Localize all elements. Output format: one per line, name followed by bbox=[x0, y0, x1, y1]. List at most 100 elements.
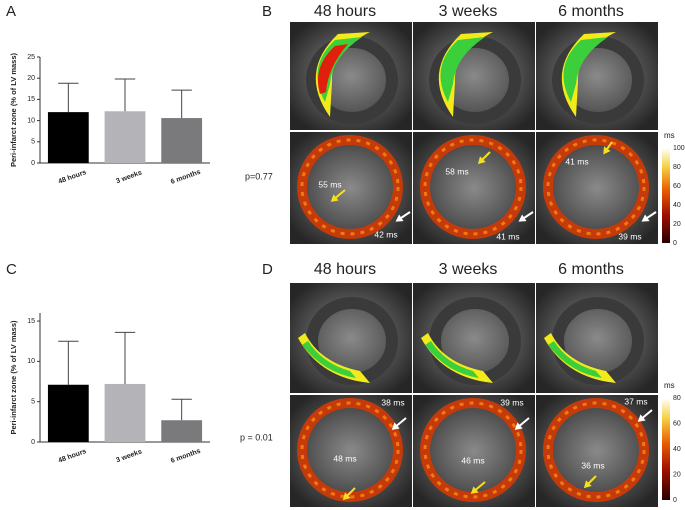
y-tick-label: 15 bbox=[27, 318, 35, 325]
annotation: 48 ms bbox=[333, 453, 356, 463]
annotation: 37 ms bbox=[624, 396, 647, 406]
bar bbox=[161, 118, 203, 163]
annotation: 46 ms bbox=[461, 455, 484, 465]
arrow-head bbox=[641, 214, 650, 222]
x-tick-label: 3 weeks bbox=[115, 169, 143, 185]
annotation: 39 ms bbox=[500, 397, 523, 407]
y-axis-label: Peri-infarct zone (% of LV mass) bbox=[9, 52, 18, 167]
annotation: 38 ms bbox=[381, 397, 404, 407]
panel-label: C bbox=[6, 261, 17, 278]
annotation: 41 ms bbox=[565, 156, 588, 166]
column-heading: 3 weeks bbox=[439, 261, 498, 278]
infarct-core bbox=[317, 44, 348, 94]
error-bar bbox=[114, 78, 136, 112]
colorbar-tick-label: 20 bbox=[673, 221, 681, 228]
y-tick-label: 10 bbox=[27, 358, 35, 365]
mri-image bbox=[290, 132, 412, 244]
mri-image bbox=[536, 132, 658, 244]
x-tick-label: 6 months bbox=[170, 169, 202, 186]
error-bar bbox=[171, 398, 192, 421]
colorbar-tick-label: 20 bbox=[673, 471, 681, 478]
bar bbox=[161, 420, 203, 442]
annotation: 55 ms bbox=[318, 179, 341, 189]
arrow-head bbox=[470, 486, 479, 494]
x-tick-label: 6 months bbox=[170, 448, 202, 465]
y-tick-label: 5 bbox=[31, 399, 35, 406]
colorbar-tick-label: 0 bbox=[673, 497, 677, 504]
colorbar-tick-label: 40 bbox=[673, 202, 681, 209]
annotation: 58 ms bbox=[445, 166, 468, 176]
error-bar bbox=[171, 89, 192, 119]
bar bbox=[104, 383, 146, 442]
infarct-zone bbox=[425, 341, 479, 378]
y-tick-label: 10 bbox=[27, 117, 35, 124]
mri-image bbox=[536, 395, 658, 507]
arrow-head bbox=[514, 422, 523, 430]
error-bar bbox=[58, 82, 79, 113]
column-heading: 6 months bbox=[558, 261, 624, 278]
arrow-head bbox=[518, 214, 527, 222]
colorbar bbox=[662, 398, 670, 500]
x-tick-label: 48 hours bbox=[58, 169, 88, 186]
error-bar bbox=[58, 340, 79, 385]
annotation: 39 ms bbox=[618, 231, 641, 241]
arrow-head bbox=[583, 480, 592, 489]
infarct-zone bbox=[548, 341, 602, 378]
colorbar-tick-label: 60 bbox=[673, 420, 681, 427]
arrow-head bbox=[637, 414, 646, 422]
y-tick-label: 20 bbox=[27, 75, 35, 82]
mri-image bbox=[413, 132, 535, 244]
infarct-zone bbox=[440, 37, 485, 102]
colorbar-tick-label: 0 bbox=[673, 240, 677, 247]
y-tick-label: 0 bbox=[31, 160, 35, 167]
bar bbox=[104, 111, 146, 163]
p-value: p = 0.01 bbox=[240, 432, 273, 442]
bar bbox=[47, 112, 89, 163]
panel-label: B bbox=[262, 3, 272, 20]
infarct-zone bbox=[544, 333, 616, 383]
t2-map-ring-inner bbox=[423, 401, 523, 499]
annotation: 42 ms bbox=[374, 229, 397, 239]
infarct-zone bbox=[421, 333, 493, 383]
colorbar-unit: ms bbox=[664, 131, 675, 140]
panel-label: A bbox=[6, 3, 16, 20]
colorbar-tick-label: 100 bbox=[673, 145, 685, 152]
arrow-head bbox=[342, 492, 351, 501]
panel-label: D bbox=[262, 261, 273, 278]
t2-map-ring-inner bbox=[546, 138, 646, 236]
column-heading: 6 months bbox=[558, 3, 624, 20]
p-value: p=0.77 bbox=[245, 171, 273, 181]
colorbar-tick-label: 80 bbox=[673, 164, 681, 171]
y-axis-label: Peri-infarct zone (% of LV mass) bbox=[9, 320, 18, 435]
column-heading: 3 weeks bbox=[439, 3, 498, 20]
t2-map-ring-inner bbox=[300, 401, 400, 499]
t2-map-ring-inner bbox=[423, 138, 523, 236]
annotation: 36 ms bbox=[581, 460, 604, 470]
bar bbox=[47, 384, 89, 442]
annotation: 41 ms bbox=[496, 231, 519, 241]
infarct-zone bbox=[563, 37, 608, 102]
colorbar bbox=[662, 148, 670, 243]
colorbar-tick-label: 60 bbox=[673, 183, 681, 190]
arrow-head bbox=[395, 214, 404, 222]
y-tick-label: 15 bbox=[27, 96, 35, 103]
mri-image bbox=[290, 395, 412, 507]
colorbar-tick-label: 40 bbox=[673, 446, 681, 453]
t2-map-ring-inner bbox=[300, 138, 400, 236]
infarct-zone bbox=[298, 333, 370, 383]
arrow-head bbox=[603, 146, 611, 155]
y-tick-label: 25 bbox=[27, 54, 35, 61]
column-heading: 48 hours bbox=[314, 3, 376, 20]
arrow-head bbox=[391, 422, 400, 430]
infarct-zone bbox=[302, 341, 356, 378]
error-bar bbox=[114, 331, 136, 384]
x-tick-label: 3 weeks bbox=[115, 448, 143, 464]
y-tick-label: 0 bbox=[31, 439, 35, 446]
y-tick-label: 5 bbox=[31, 139, 35, 146]
arrow-head bbox=[477, 156, 486, 165]
x-tick-label: 48 hours bbox=[58, 448, 88, 465]
colorbar-unit: ms bbox=[664, 381, 675, 390]
t2-map-ring-inner bbox=[546, 401, 646, 499]
arrow-head bbox=[330, 194, 339, 202]
